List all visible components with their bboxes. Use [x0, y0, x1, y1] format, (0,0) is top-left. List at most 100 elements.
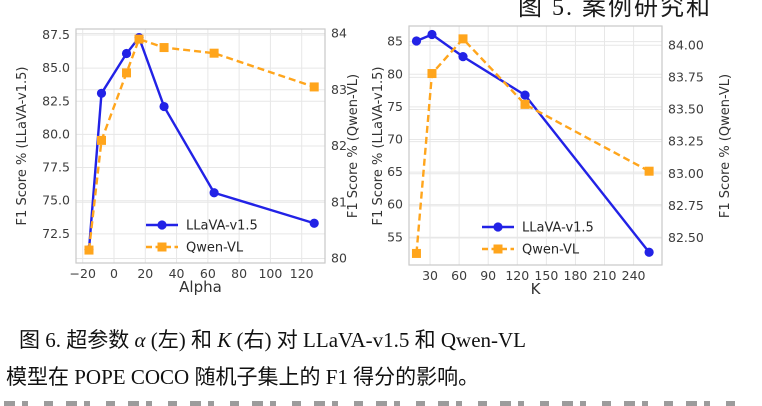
x-tick-label: 60 — [451, 268, 467, 283]
series-line — [415, 37, 650, 254]
y-left-tick-label: 75.0 — [42, 193, 70, 208]
y-right-tick-label: 83 — [331, 82, 347, 97]
x-tick-label: 30 — [422, 268, 438, 283]
x-tick-label: −20 — [70, 266, 96, 281]
y-left-tick-label: 77.5 — [42, 160, 70, 175]
y-right-tick-label: 83.50 — [668, 102, 704, 117]
axis-labels: Alpha F1 Score % (LLaVA-v1.5) F1 Score % (… — [15, 67, 361, 296]
y-left-axis-label: F1 Score % (LLaVA-v1.5) — [371, 67, 386, 226]
legend-label: Qwen-VL — [522, 243, 580, 258]
data-point-circle-marker — [520, 90, 530, 100]
grid-lines — [409, 26, 662, 265]
y-right-tick-label: 82 — [331, 138, 347, 153]
x-tick-label: 100 — [258, 266, 282, 281]
legend-circle-marker — [157, 220, 167, 230]
legend-label: LLaVA-v1.5 — [522, 221, 594, 236]
y-left-tick-label: 75 — [387, 99, 403, 114]
clipped-bottom-text-line — [4, 401, 744, 406]
caption-segment: K — [217, 328, 232, 352]
x-tick-label: 240 — [622, 268, 646, 283]
data-point-square-marker — [159, 43, 169, 53]
data-point-circle-marker — [159, 101, 169, 112]
y-left-tick-label: 85 — [387, 34, 403, 49]
y-left-tick-label: 85.0 — [42, 60, 70, 75]
y-left-tick-label: 70 — [387, 131, 403, 146]
y-left-tick-label: 82.5 — [42, 93, 70, 108]
data-point-square-marker — [520, 99, 530, 109]
caption-line-2: 模型在 POPE COCO 随机子集上的 F1 得分的影响。 — [6, 365, 480, 389]
x-tick-label: 150 — [534, 268, 558, 283]
data-point-square-marker — [134, 34, 144, 44]
axis-labels: K F1 Score % (LLaVA-v1.5) F1 Score % (Qwen… — [371, 67, 733, 298]
x-axis-label: K — [531, 280, 542, 298]
series-qwen-vl — [84, 34, 319, 255]
y-right-tick-label: 81 — [331, 194, 347, 209]
legend: LLaVA-v1.5 Qwen-VL — [482, 221, 594, 258]
legend-label: LLaVA-v1.5 — [186, 219, 258, 234]
y-right-tick-label: 82.75 — [668, 198, 704, 213]
y-left-tick-label: 80.0 — [42, 126, 70, 141]
y-right-axis-label: F1 Score % (Qwen-VL) — [346, 74, 361, 218]
caption-segment: (左) 和 — [145, 328, 218, 352]
plot-border — [408, 25, 663, 266]
data-point-square-marker — [309, 82, 319, 92]
y-right-tick-label: 80 — [331, 251, 347, 266]
data-point-circle-marker — [309, 218, 319, 228]
data-point-square-marker — [84, 245, 94, 255]
data-point-square-marker — [122, 68, 132, 78]
data-point-circle-marker — [209, 188, 219, 198]
tick-labels: −20 0 20 40 60 80 100 120 72.5 75.0 77.5 80.0 82.5 85… — [42, 26, 347, 282]
series-llava-v1-5 — [411, 29, 654, 257]
x-tick-label: 40 — [169, 266, 185, 281]
caption-segment: α — [134, 328, 146, 352]
legend-square-marker — [157, 242, 167, 252]
x-tick-label: 120 — [290, 266, 314, 281]
data-point-circle-marker — [427, 29, 437, 40]
legend-square-marker — [493, 244, 503, 254]
data-point-square-marker — [458, 34, 468, 44]
x-tick-label: 210 — [593, 268, 617, 283]
clipped-top-caption: 图 5. 案例研究和 — [518, 0, 712, 21]
y-right-tick-label: 84 — [331, 26, 347, 41]
x-tick-label: 60 — [200, 266, 216, 281]
chart-alpha: −20 0 20 40 60 80 100 120 72.5 75.0 77.5 80.0 82.5 85… — [15, 26, 361, 297]
figure-caption: 图 6. 超参数 α (左) 和 K (右) 对 LLaVA-v1.5 和 Qw… — [6, 322, 756, 396]
legend: LLaVA-v1.5 Qwen-VL — [146, 219, 258, 256]
data-point-circle-marker — [458, 52, 468, 62]
legend-circle-marker — [493, 222, 503, 232]
data-point-circle-marker — [96, 88, 107, 98]
y-right-tick-label: 83.25 — [668, 134, 704, 149]
chart-k: 30 60 90 120 150 180 210 240 55 60 65 70 75 80 85 82.50… — [371, 25, 733, 298]
x-tick-label: 0 — [110, 266, 118, 281]
plot-border — [75, 28, 326, 264]
data-point-square-marker — [411, 248, 421, 258]
y-left-tick-label: 65 — [387, 164, 403, 179]
data-point-square-marker — [96, 135, 106, 145]
grid-lines — [76, 29, 325, 263]
data-point-circle-marker — [121, 48, 132, 59]
y-right-tick-label: 82.50 — [668, 230, 704, 245]
y-left-tick-label: 87.5 — [42, 27, 70, 42]
y-left-axis-label: F1 Score % (LLaVA-v1.5) — [15, 67, 30, 226]
series-qwen-vl — [411, 34, 654, 258]
data-point-square-marker — [427, 69, 437, 79]
y-right-axis-label: F1 Score % (Qwen-VL) — [718, 74, 733, 218]
x-tick-label: 80 — [231, 266, 247, 281]
caption-segment: 图 6. 超参数 — [19, 328, 135, 352]
data-point-square-marker — [644, 166, 654, 176]
caption-line-1: 图 6. 超参数 α (左) 和 K (右) 对 LLaVA-v1.5 和 Qw… — [6, 322, 756, 359]
x-tick-label: 180 — [564, 268, 588, 283]
y-left-tick-label: 60 — [387, 197, 403, 212]
y-left-tick-label: 80 — [387, 66, 403, 81]
y-right-tick-label: 83.00 — [668, 166, 704, 181]
data-point-circle-marker — [644, 247, 654, 257]
y-right-tick-label: 84.00 — [668, 37, 704, 52]
legend-label: Qwen-VL — [186, 241, 244, 256]
x-tick-label: 90 — [480, 268, 496, 283]
y-left-tick-label: 55 — [387, 229, 403, 244]
tick-labels: 30 60 90 120 150 180 210 240 55 60 65 70 75 80 85 82.50… — [387, 34, 704, 283]
y-left-tick-label: 72.5 — [42, 226, 70, 241]
caption-segment: (右) 对 LLaVA-v1.5 和 Qwen-VL — [231, 328, 527, 352]
data-point-square-marker — [209, 48, 219, 58]
